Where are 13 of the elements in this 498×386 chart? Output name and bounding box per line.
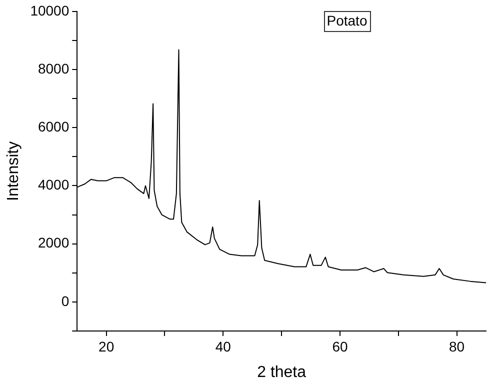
x-axis-title: 2 theta: [257, 364, 306, 381]
y-tick-label: 8000: [38, 60, 70, 76]
x-tick-label: 80: [449, 338, 465, 354]
y-tick-label: 2000: [38, 234, 70, 251]
y-tick-label: 10000: [30, 2, 70, 18]
y-tick-label: 0: [61, 292, 70, 309]
x-tick-label: 20: [98, 338, 114, 354]
y-tick-label: 6000: [38, 118, 70, 134]
x-tick-label: 60: [332, 338, 348, 354]
x-tick-label: 40: [215, 338, 232, 354]
annotation: Potato: [326, 12, 368, 28]
y-tick-label: 4000: [38, 176, 70, 193]
y-axis-title: Intensity: [5, 141, 22, 201]
